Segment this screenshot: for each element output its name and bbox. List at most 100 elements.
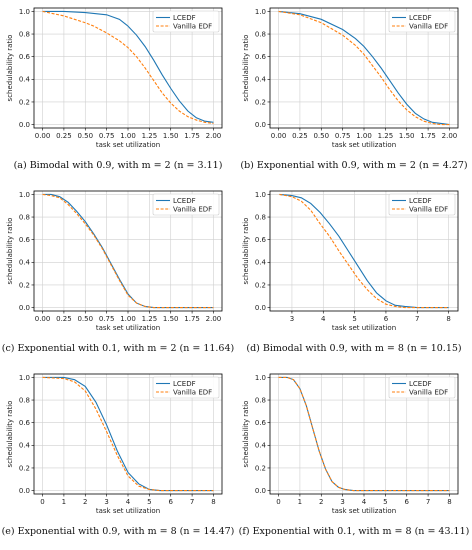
y-tick-label: 0.2 [19, 98, 30, 106]
plot-frame [269, 7, 459, 129]
x-tick-label: 0.25 [56, 315, 72, 323]
x-tick-label: 6 [404, 498, 409, 506]
x-tick-label: 7 [190, 498, 194, 506]
y-tick-label: 1.0 [19, 374, 30, 382]
x-tick-label: 0.75 [99, 315, 115, 323]
y-tick-label: 0.8 [19, 396, 30, 404]
x-tick-label: 0.75 [99, 132, 115, 140]
figure-caption: (d) Bimodal with 0.9, with m = 8 (n = 10… [246, 343, 461, 354]
legend [152, 193, 220, 216]
x-tick-label: 5 [352, 315, 356, 323]
legend-label: LCEDF [409, 197, 432, 205]
x-tick-label: 1.00 [356, 132, 372, 140]
x-tick-label: 7 [426, 498, 430, 506]
figure-caption: (e) Exponential with 0.9, with m = 8 (n … [2, 526, 235, 537]
y-tick-label: 0.0 [255, 304, 266, 312]
legend [152, 376, 220, 399]
x-tick-label: 1.75 [420, 132, 436, 140]
x-tick-label: 2 [83, 498, 87, 506]
legend-label: Vanilla EDF [173, 388, 212, 396]
series-line-vanilla-edf [42, 10, 214, 125]
series-line-vanilla-edf [278, 376, 450, 492]
series-line-lcedf [279, 193, 449, 309]
y-tick-label: 0.4 [255, 76, 267, 84]
figure-caption: (f) Exponential with 0.1, with m = 8 (n … [239, 526, 470, 537]
y-tick-label: 0.6 [19, 53, 31, 61]
y-tick-label: 0.8 [19, 30, 30, 38]
legend-label: Vanilla EDF [173, 22, 212, 30]
y-tick-label: 0.4 [255, 442, 267, 450]
x-tick-label: 1.25 [142, 132, 158, 140]
x-tick-label: 0.00 [271, 132, 287, 140]
series-line-vanilla-edf [279, 193, 449, 309]
y-axis-label: schedulability ratio [242, 35, 250, 102]
y-tick-label: 0.2 [19, 281, 30, 289]
y-tick-label: 1.0 [19, 191, 30, 199]
y-tick-label: 1.0 [19, 8, 30, 16]
y-tick-label: 0.6 [255, 53, 267, 61]
x-tick-label: 1.00 [120, 132, 136, 140]
legend-label: LCEDF [173, 14, 196, 22]
legend-label: Vanilla EDF [409, 388, 448, 396]
plot-frame [269, 373, 459, 495]
y-tick-label: 0.6 [255, 236, 267, 244]
y-axis-label: schedulability ratio [242, 401, 250, 468]
x-tick-label: 8 [446, 315, 450, 323]
x-axis-label: task set utilization [96, 141, 160, 149]
x-tick-label: 5 [147, 498, 151, 506]
y-tick-label: 1.0 [255, 8, 266, 16]
series-line-lcedf [42, 10, 214, 123]
x-tick-label: 1 [62, 498, 66, 506]
x-tick-label: 0.50 [313, 132, 329, 140]
y-tick-label: 0.6 [255, 419, 267, 427]
x-tick-label: 1.25 [378, 132, 394, 140]
legend [152, 10, 220, 33]
x-axis-label: task set utilization [332, 141, 396, 149]
series-line-vanilla-edf [42, 193, 214, 309]
y-tick-label: 0.2 [255, 98, 266, 106]
x-tick-label: 0.00 [35, 132, 51, 140]
chart-panel: 0.00 0.25 0.50 0.75 1.00 1.25 1.50 1.75 2.00 0.0 0… [2, 190, 234, 354]
y-axis-label: schedulability ratio [6, 401, 14, 468]
y-axis-label: schedulability ratio [6, 35, 14, 102]
legend-label: Vanilla EDF [173, 205, 212, 213]
x-tick-label: 1.75 [184, 315, 200, 323]
series-line-lcedf [278, 10, 450, 126]
x-tick-label: 2.00 [442, 132, 458, 140]
x-tick-label: 0 [276, 498, 280, 506]
y-tick-label: 0.2 [255, 464, 266, 472]
series-line-vanilla-edf [42, 376, 214, 492]
legend-label: LCEDF [409, 14, 432, 22]
series-line-vanilla-edf [278, 10, 450, 126]
x-tick-label: 2.00 [206, 132, 222, 140]
y-tick-label: 0.0 [19, 121, 30, 129]
x-tick-label: 0 [40, 498, 44, 506]
y-axis-label: schedulability ratio [242, 218, 250, 285]
y-axis-label: schedulability ratio [6, 218, 14, 285]
chart-panel: 0 1 2 3 4 5 6 7 8 0.0 0.2 0.4 0.6 0.8 1.0 task set util… [2, 373, 235, 537]
y-tick-label: 0.8 [255, 30, 266, 38]
legend-label: LCEDF [409, 380, 432, 388]
x-tick-label: 1.00 [120, 315, 136, 323]
y-tick-label: 0.0 [19, 304, 30, 312]
x-tick-label: 1.50 [399, 132, 415, 140]
plot-frame [33, 373, 223, 495]
y-tick-label: 0.8 [255, 396, 266, 404]
legend [388, 10, 456, 33]
legend-label: LCEDF [173, 380, 196, 388]
y-tick-label: 0.4 [255, 259, 267, 267]
y-tick-label: 0.4 [19, 76, 31, 84]
y-tick-label: 0.8 [19, 213, 30, 221]
chart-panel: 0.00 0.25 0.50 0.75 1.00 1.25 1.50 1.75 2.00 0.0 0… [240, 7, 468, 171]
x-tick-label: 8 [211, 498, 215, 506]
x-tick-label: 0.25 [56, 132, 72, 140]
x-tick-label: 8 [447, 498, 451, 506]
legend [388, 376, 456, 399]
x-axis-label: task set utilization [96, 324, 160, 332]
chart-panel: 3 4 5 6 7 8 0.0 0.2 0.4 0.6 0.8 1.0 task set utiliza… [242, 190, 462, 354]
plot-frame [33, 190, 223, 312]
legend-label: LCEDF [173, 197, 196, 205]
x-axis-label: task set utilization [332, 324, 396, 332]
chart-panel: 0.00 0.25 0.50 0.75 1.00 1.25 1.50 1.75 2.00 0.0 0… [6, 7, 222, 171]
